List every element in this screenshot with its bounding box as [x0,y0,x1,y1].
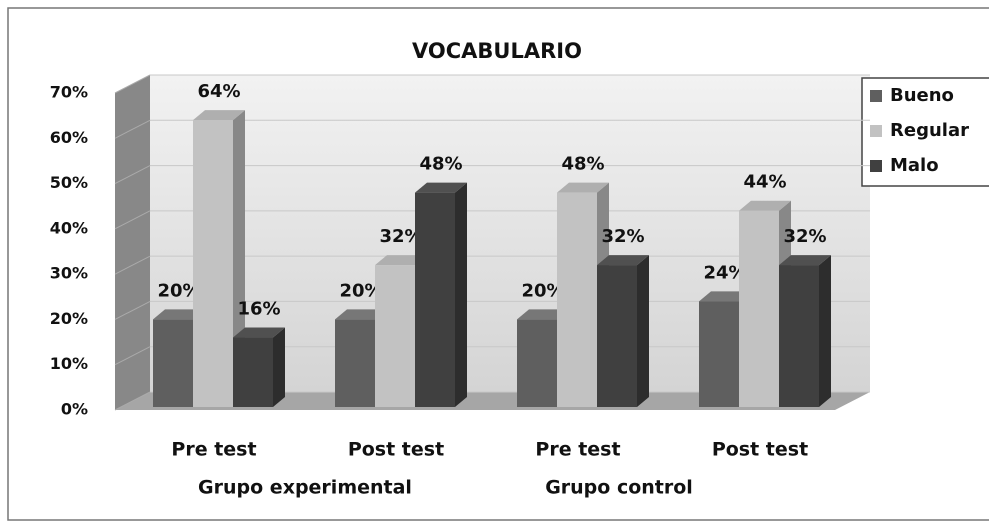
y-tick-label: 40% [50,218,88,237]
bar-top [335,309,387,320]
y-tick-label: 70% [50,83,88,102]
bar-top [193,110,245,121]
bar [233,337,273,407]
bar [335,319,375,407]
floor [115,392,870,410]
legend-swatch [870,160,882,172]
value-label: 44% [743,172,786,193]
value-label: 16% [237,299,280,320]
grid-line-side [114,300,151,320]
value-label: 20% [521,280,564,301]
grid-line-side [114,74,151,94]
x-tick-label: Post test [348,439,444,461]
bar-top [375,255,427,266]
chart-title: VOCABULARIO [412,39,582,63]
bar [557,192,597,407]
bar-top [739,200,791,211]
bar [153,319,193,407]
grid-line-side [114,165,151,185]
bar-top [415,182,467,193]
value-label: 20% [339,280,382,301]
y-tick-label: 10% [50,354,88,373]
bar [375,265,415,407]
bar [517,319,557,407]
y-tick-label: 0% [61,400,88,419]
x-tick-label: Post test [712,439,808,461]
group-label: Grupo control [545,477,693,499]
grid-line-side [114,346,151,366]
x-tick-label: Pre test [171,439,256,461]
side-wall [115,75,150,410]
value-label: 64% [197,81,240,102]
x-tick-label: Pre test [535,439,620,461]
bar [193,120,233,408]
bar [779,265,819,407]
legend-swatch [870,125,882,137]
bar [699,301,739,407]
bar-side [455,182,467,407]
legend-label: Bueno [890,85,954,106]
bar [597,265,637,407]
bar-top [517,309,569,320]
value-label: 24% [703,262,746,283]
legend-label: Malo [890,155,939,176]
bar-top [779,255,831,266]
legend-label: Regular [890,120,969,141]
value-label: 32% [379,226,422,247]
value-label: 32% [783,226,826,247]
legend [861,77,989,187]
value-label: 32% [601,226,644,247]
grid-line-side [114,255,151,275]
value-label: 20% [157,280,200,301]
bar-top [557,182,609,193]
bar-top [597,255,649,266]
group-label: Grupo experimental [198,477,412,499]
value-label: 48% [561,154,604,175]
y-tick-label: 50% [50,173,88,192]
legend-swatch [870,90,882,102]
y-tick-label: 60% [50,128,88,147]
bar [415,192,455,407]
bar-top [153,309,205,320]
grid-line-side [114,210,151,230]
grid-line-side [114,119,151,139]
bar-side [819,255,831,407]
bar-top [233,327,285,338]
value-label: 48% [419,154,462,175]
bar-side [637,255,649,407]
y-tick-label: 20% [50,309,88,328]
back-wall [150,75,870,392]
bar-top [699,291,751,302]
bar-side [273,327,285,407]
bar [739,210,779,407]
grid-line-side [114,391,151,411]
y-tick-label: 30% [50,264,88,283]
